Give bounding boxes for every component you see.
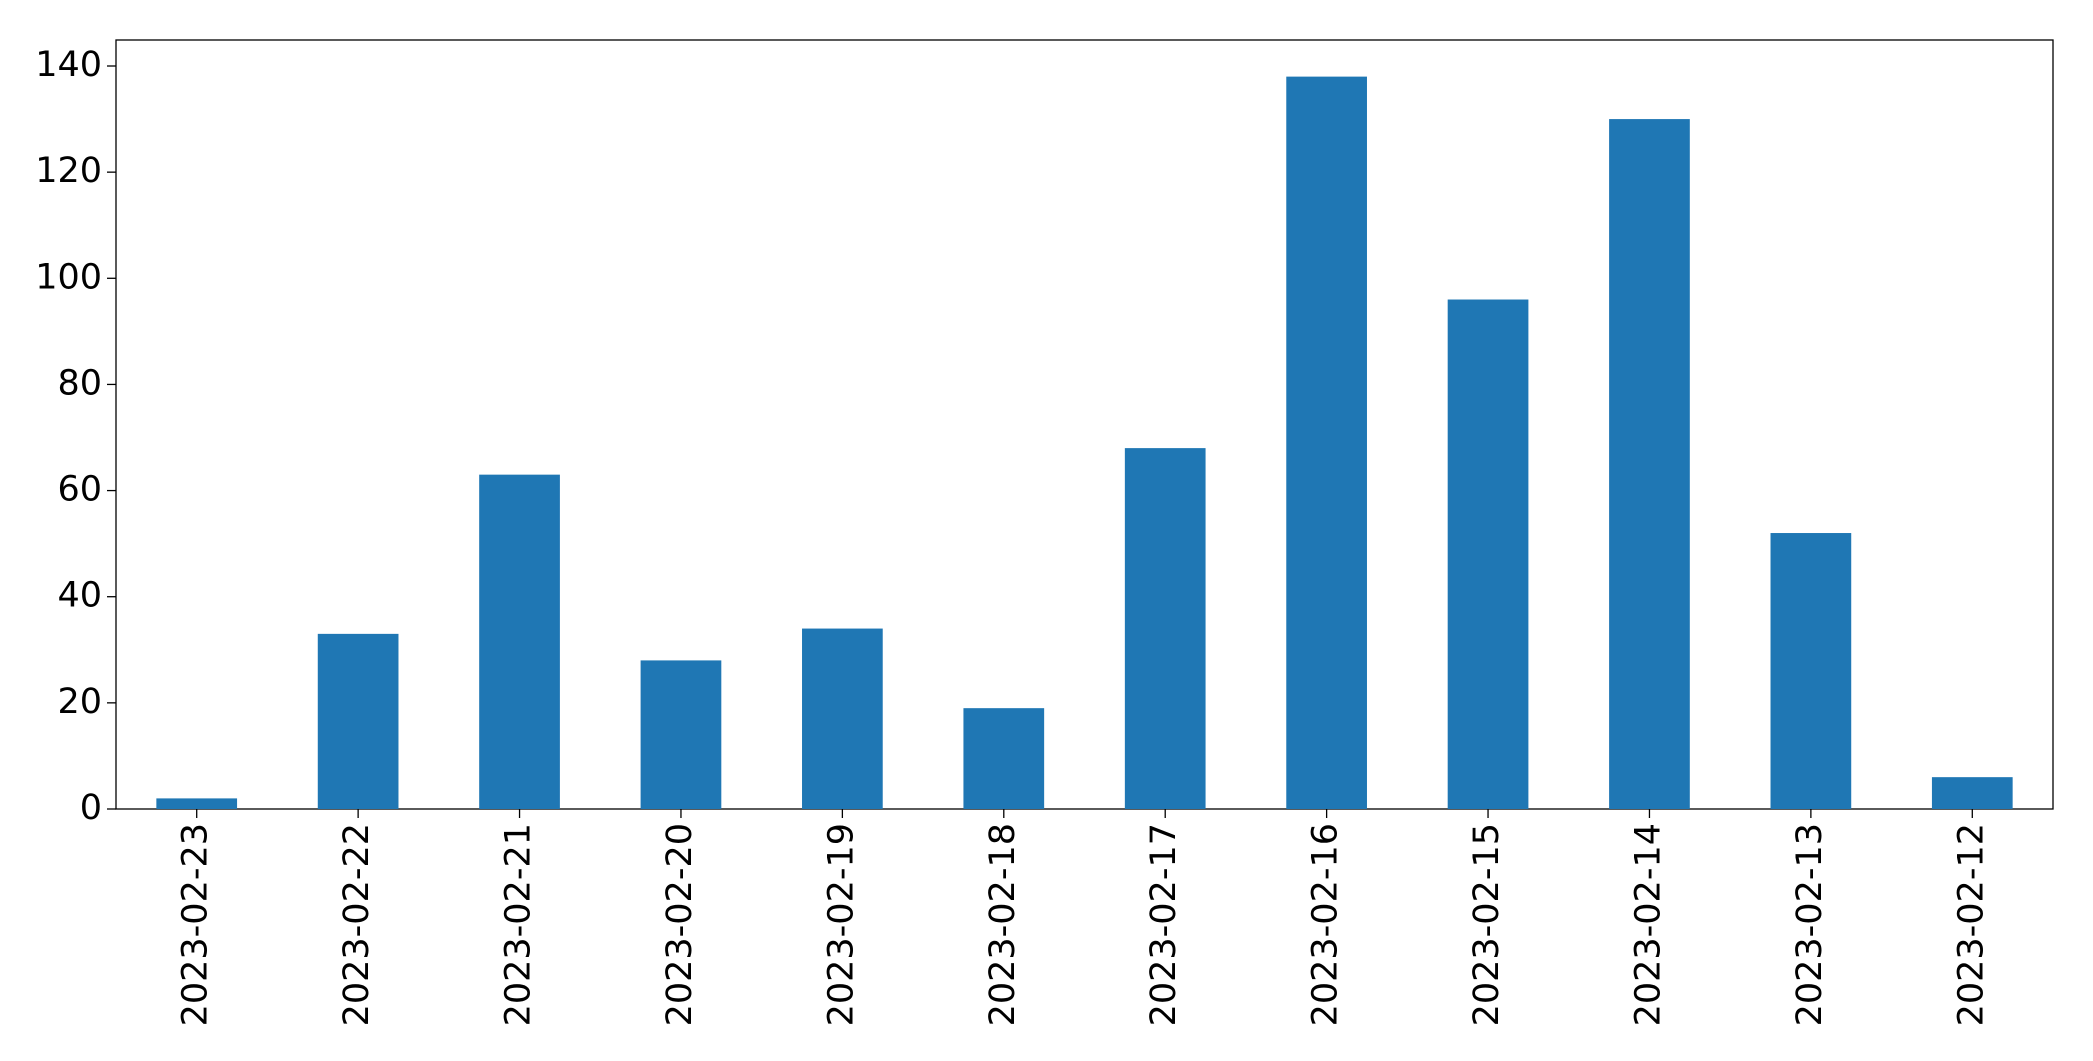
bar [1609, 119, 1690, 809]
bar [156, 798, 238, 809]
bar [1286, 76, 1367, 810]
y-tick-label: 120 [35, 151, 102, 191]
y-tick-label: 140 [35, 45, 102, 85]
bar [802, 628, 883, 809]
bar [317, 633, 399, 809]
bar [963, 708, 1045, 809]
x-tick-label: 2023-02-19 [821, 823, 861, 1026]
axes-frame [115, 39, 2054, 810]
y-tick-label: 100 [35, 257, 102, 297]
x-tick-label: 2023-02-18 [983, 823, 1023, 1026]
bar [479, 474, 560, 809]
bar [1124, 448, 1206, 809]
x-tick-label: 2023-02-21 [499, 823, 539, 1026]
x-tick-label: 2023-02-22 [337, 823, 377, 1026]
bar [640, 660, 722, 809]
bar [1447, 299, 1529, 809]
x-tick-label: 2023-02-17 [1144, 823, 1184, 1026]
x-tick-label: 2023-02-20 [660, 823, 700, 1026]
x-tick-label: 2023-02-23 [176, 823, 216, 1026]
y-tick-label: 60 [57, 470, 102, 510]
y-tick-label: 20 [57, 682, 102, 722]
x-tick-label: 2023-02-12 [1951, 823, 1991, 1026]
x-tick-label: 2023-02-14 [1628, 823, 1668, 1026]
x-tick-label: 2023-02-16 [1306, 823, 1346, 1026]
bar [1931, 777, 2013, 809]
x-tick-label: 2023-02-13 [1790, 823, 1830, 1026]
y-tick-label: 40 [57, 576, 102, 616]
x-tick-label: 2023-02-15 [1467, 823, 1507, 1026]
y-tick-label: 80 [57, 363, 102, 403]
bar [1770, 533, 1852, 809]
y-tick-label: 0 [80, 788, 102, 828]
